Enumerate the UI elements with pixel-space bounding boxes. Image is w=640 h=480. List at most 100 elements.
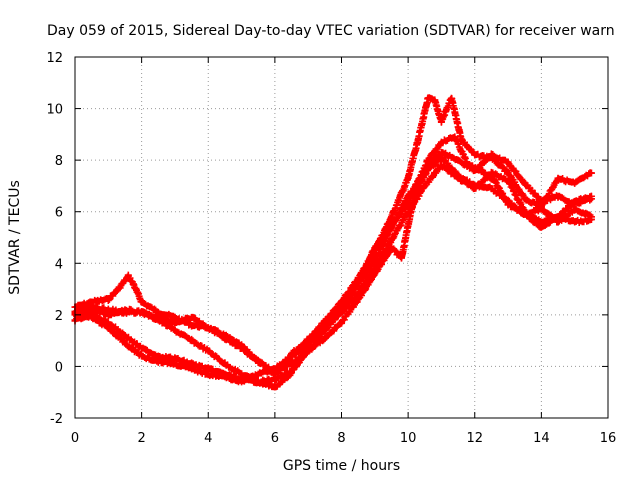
data-point	[554, 174, 562, 182]
y-tick-label: 10	[46, 103, 63, 118]
data-point	[504, 159, 512, 167]
y-axis-label: SDTVAR / TECUs	[7, 180, 23, 295]
data-point	[424, 94, 432, 102]
data-point	[587, 215, 595, 223]
data-point	[321, 324, 329, 332]
data-point	[171, 360, 179, 368]
data-point	[129, 280, 137, 288]
data-point	[304, 339, 312, 347]
data-point	[537, 218, 545, 226]
data-point	[537, 205, 545, 213]
y-tick-label: 8	[55, 154, 63, 169]
data-point	[188, 337, 196, 345]
data-point	[571, 179, 579, 187]
data-point	[504, 197, 512, 205]
data-point	[138, 308, 146, 316]
data-point	[397, 254, 405, 262]
data-point	[138, 344, 146, 352]
y-tick-label: 0	[55, 360, 63, 375]
data-point	[521, 208, 529, 216]
data-point	[471, 185, 479, 193]
x-tick-label: 6	[271, 431, 279, 446]
data-point	[88, 303, 96, 311]
data-point	[288, 360, 296, 368]
data-point	[491, 177, 499, 185]
data-markers	[71, 94, 595, 391]
data-point	[121, 308, 129, 316]
x-tick-label: 12	[466, 431, 483, 446]
data-point	[554, 192, 562, 200]
x-tick-label: 10	[400, 431, 417, 446]
data-point	[204, 370, 212, 378]
data-point	[504, 177, 512, 185]
series-track-1	[71, 94, 595, 378]
data-point	[387, 236, 395, 244]
y-tick-label: 6	[55, 206, 63, 221]
data-point	[288, 368, 296, 376]
data-point	[371, 270, 379, 278]
data-point	[138, 352, 146, 360]
data-point	[171, 326, 179, 334]
data-point	[427, 159, 435, 167]
data-point	[254, 378, 262, 386]
data-point	[354, 280, 362, 288]
grid-lines	[75, 57, 608, 418]
x-tick-label: 16	[600, 431, 617, 446]
data-point	[387, 244, 395, 252]
data-point	[254, 357, 262, 365]
data-point	[487, 151, 495, 159]
y-tick-label: 2	[55, 309, 63, 324]
data-point	[321, 334, 329, 342]
data-point	[171, 319, 179, 327]
data-point	[104, 324, 112, 332]
data-point	[238, 344, 246, 352]
data-point	[338, 319, 345, 327]
data-point	[88, 313, 96, 321]
data-point	[437, 148, 445, 156]
series-track-4	[71, 161, 595, 386]
data-point	[417, 177, 425, 185]
data-point	[188, 321, 196, 329]
data-point	[254, 370, 262, 378]
data-point	[154, 357, 162, 365]
marker-path-track-1	[71, 94, 595, 378]
data-point	[537, 197, 545, 205]
data-point	[104, 306, 112, 314]
data-point	[371, 244, 379, 252]
data-point	[487, 185, 495, 193]
data-point	[204, 324, 212, 332]
data-point	[504, 169, 512, 177]
data-point	[437, 161, 445, 169]
data-point	[454, 174, 462, 182]
data-point	[271, 368, 279, 376]
data-point	[221, 360, 229, 368]
x-tick-label: 14	[533, 431, 550, 446]
x-axis-label: GPS time / hours	[283, 458, 400, 474]
data-point	[354, 295, 362, 303]
data-point	[188, 313, 196, 321]
data-point	[338, 308, 345, 316]
data-point	[437, 138, 445, 146]
y-tick-label: 4	[55, 257, 63, 272]
data-point	[587, 195, 595, 203]
data-point	[571, 218, 579, 226]
data-point	[407, 205, 415, 213]
data-point	[221, 373, 229, 381]
data-point	[304, 347, 312, 355]
data-point	[554, 213, 562, 221]
data-point	[404, 174, 412, 182]
data-point	[138, 298, 146, 306]
data-point	[521, 179, 529, 187]
data-point	[288, 352, 296, 360]
x-tick-label: 2	[137, 431, 145, 446]
data-point	[587, 169, 595, 177]
data-point	[271, 375, 279, 383]
data-point	[471, 166, 479, 174]
data-point	[431, 97, 439, 105]
x-tick-label: 0	[71, 431, 79, 446]
chart-title: Day 059 of 2015, Sidereal Day-to-day VTE…	[47, 23, 615, 39]
data-point	[454, 156, 462, 164]
data-point	[437, 117, 445, 125]
data-point	[387, 223, 395, 231]
axis-ticks: 0 2 4 6 8 10 12 14 16 -2 0 2 4 6 8 10 12	[46, 51, 616, 446]
